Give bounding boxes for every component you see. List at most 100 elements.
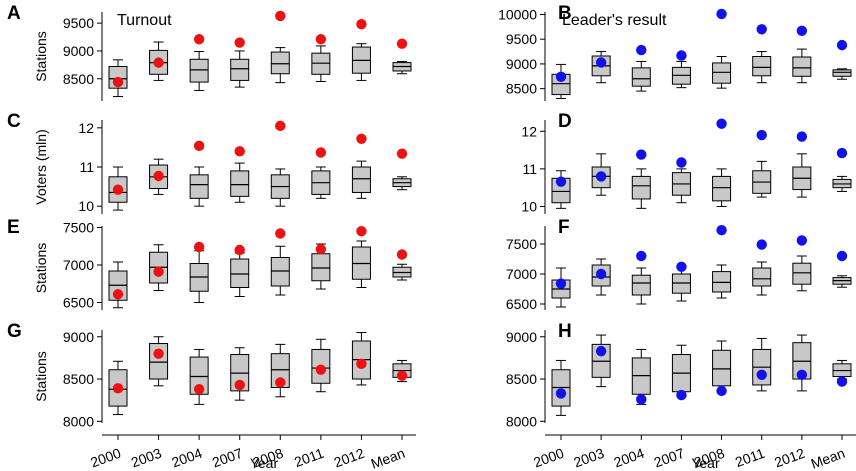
panel-f-dot-2008 (716, 225, 727, 236)
panel-b-box-2004 (631, 67, 651, 87)
panel-h-y-tick-label: 8000 (506, 413, 537, 429)
panel-c-dot-2000 (112, 184, 124, 195)
panel-g-dot-2012 (356, 358, 367, 370)
panel-f-dot-2011 (756, 239, 767, 250)
panel-b-box-mean (832, 69, 852, 77)
panel-d-dot-2012 (796, 131, 808, 142)
panel-a-box-2008 (270, 51, 290, 75)
panel-g-dot-2000 (112, 383, 124, 394)
panel-e-dot-mean (396, 249, 408, 260)
panel-f-y-tick-label: 7500 (506, 236, 537, 252)
panel-b-dot-2007 (676, 50, 687, 61)
panel-d-dot-2004 (636, 149, 647, 160)
panel-a-dot-2011 (315, 34, 327, 45)
panel-g-y-axis-label: Stations (33, 351, 49, 402)
panel-c-dot-mean (396, 148, 408, 159)
panel-h-x-tick-label: 2011 (733, 445, 767, 470)
panel-f-dot-2012 (796, 235, 808, 246)
panel-f-box-2012 (792, 262, 812, 285)
panel-d-box-2004 (631, 175, 651, 200)
panel-h-x-tick-label: 2007 (652, 445, 687, 471)
panel-a-y-tick-label: 8500 (63, 71, 94, 87)
panel-g-x-tick-label: 2003 (129, 445, 164, 471)
panel-g-x-tick-label: 2000 (88, 445, 123, 471)
panel-a-dot-2008 (275, 10, 286, 22)
panel-e-y-tick-label: 7000 (63, 257, 94, 273)
panel-d-letter: D (558, 111, 572, 132)
panel-b-y-tick-label: 10000 (498, 6, 537, 22)
panel-e-dot-2008 (275, 228, 286, 239)
panel-b-dot-2008 (716, 8, 727, 20)
panel-g-y-tick-label: 8500 (63, 371, 94, 387)
panel-b-letter: B (558, 3, 572, 24)
panel-h-box-2008 (712, 349, 732, 387)
panel-e-dot-2003 (153, 266, 164, 277)
panel-c-box-2004 (189, 174, 209, 199)
panel-b-box-2012 (792, 56, 812, 77)
panel-c-dot-2004 (193, 140, 205, 152)
panel-e-dot-2007 (234, 244, 245, 256)
panel-f-letter: F (558, 217, 570, 238)
panel-a-letter: A (7, 3, 21, 24)
panel-e-dot-2012 (356, 226, 367, 237)
panel-c-y-tick-label: 10 (78, 198, 94, 214)
panel-f-dot-2000 (555, 278, 567, 289)
panel-d-box-2008 (712, 175, 732, 202)
panel-b-y-tick-label: 9500 (506, 31, 537, 47)
panel-h-dot-2008 (716, 385, 727, 397)
panel-d-dot-2000 (555, 176, 567, 187)
panel-d-y-tick-label: 10 (521, 198, 537, 214)
panel-h-x-axis-label: Year (691, 455, 720, 471)
panel-g-x-tick-label: Mean (369, 445, 407, 471)
panel-h-dot-2011 (756, 369, 767, 381)
panel-g-dot-2011 (315, 364, 327, 375)
panel-a-y-tick-label: 9000 (63, 43, 94, 59)
panel-e-dot-2011 (315, 244, 327, 255)
panel-b-dot-2003 (595, 57, 607, 68)
panel-b-dot-2004 (636, 44, 647, 56)
panel-e-letter: E (7, 217, 20, 238)
panel-h-x-tick-label: 2004 (612, 445, 647, 471)
panel-b-dot-mean (836, 39, 848, 51)
panel-c-dot-2012 (356, 133, 367, 144)
panel-d-dot-2007 (676, 157, 687, 168)
panel-g-x-tick-label: 2011 (292, 445, 326, 470)
panel-c-y-tick-label: 11 (79, 159, 94, 175)
panel-a-title: Turnout (117, 12, 172, 29)
panel-h-x-tick-label: Mean (809, 445, 847, 471)
panel-h-x-tick-label: 2003 (571, 445, 606, 471)
panel-h-dot-2000 (555, 388, 567, 399)
panel-h-dot-2007 (676, 389, 687, 401)
panel-d-dot-mean (836, 147, 848, 159)
panel-d-dot-2003 (595, 171, 607, 182)
panel-h-dot-2003 (595, 345, 607, 357)
panel-f-box-2004 (631, 274, 651, 296)
panel-g-dot-2007 (234, 379, 245, 391)
panel-g-x-axis-label: Year (250, 455, 279, 471)
panel-h-letter: H (558, 321, 572, 342)
panel-b-box-2011 (752, 56, 772, 77)
panel-e-y-tick-label: 6500 (63, 295, 94, 311)
panel-a-dot-2004 (193, 34, 205, 45)
panel-b-dot-2011 (756, 24, 767, 35)
panel-a-dot-2007 (234, 37, 245, 48)
panel-g-dot-mean (396, 370, 408, 381)
panel-h-y-tick-label: 8500 (506, 371, 537, 387)
panel-g-dot-2003 (153, 348, 164, 359)
panel-a-box-2004 (189, 58, 209, 83)
panel-e-y-tick-label: 7500 (63, 220, 94, 236)
panel-a-dot-mean (396, 38, 408, 49)
panel-d-dot-2011 (756, 129, 767, 141)
panel-a-dot-2003 (153, 57, 164, 68)
panel-b-box-2008 (712, 62, 732, 84)
panel-b-dot-2000 (555, 71, 567, 82)
panel-f-dot-2003 (595, 268, 607, 280)
panel-e-box-2008 (270, 257, 290, 287)
panel-h-dot-mean (836, 376, 848, 387)
panel-g-x-tick-label: 2012 (332, 445, 367, 471)
panel-d-y-tick-label: 11 (522, 161, 537, 177)
panel-d-y-tick-label: 12 (521, 123, 537, 139)
panel-e-box-2007 (230, 258, 250, 288)
panel-a-box-2007 (230, 58, 250, 81)
